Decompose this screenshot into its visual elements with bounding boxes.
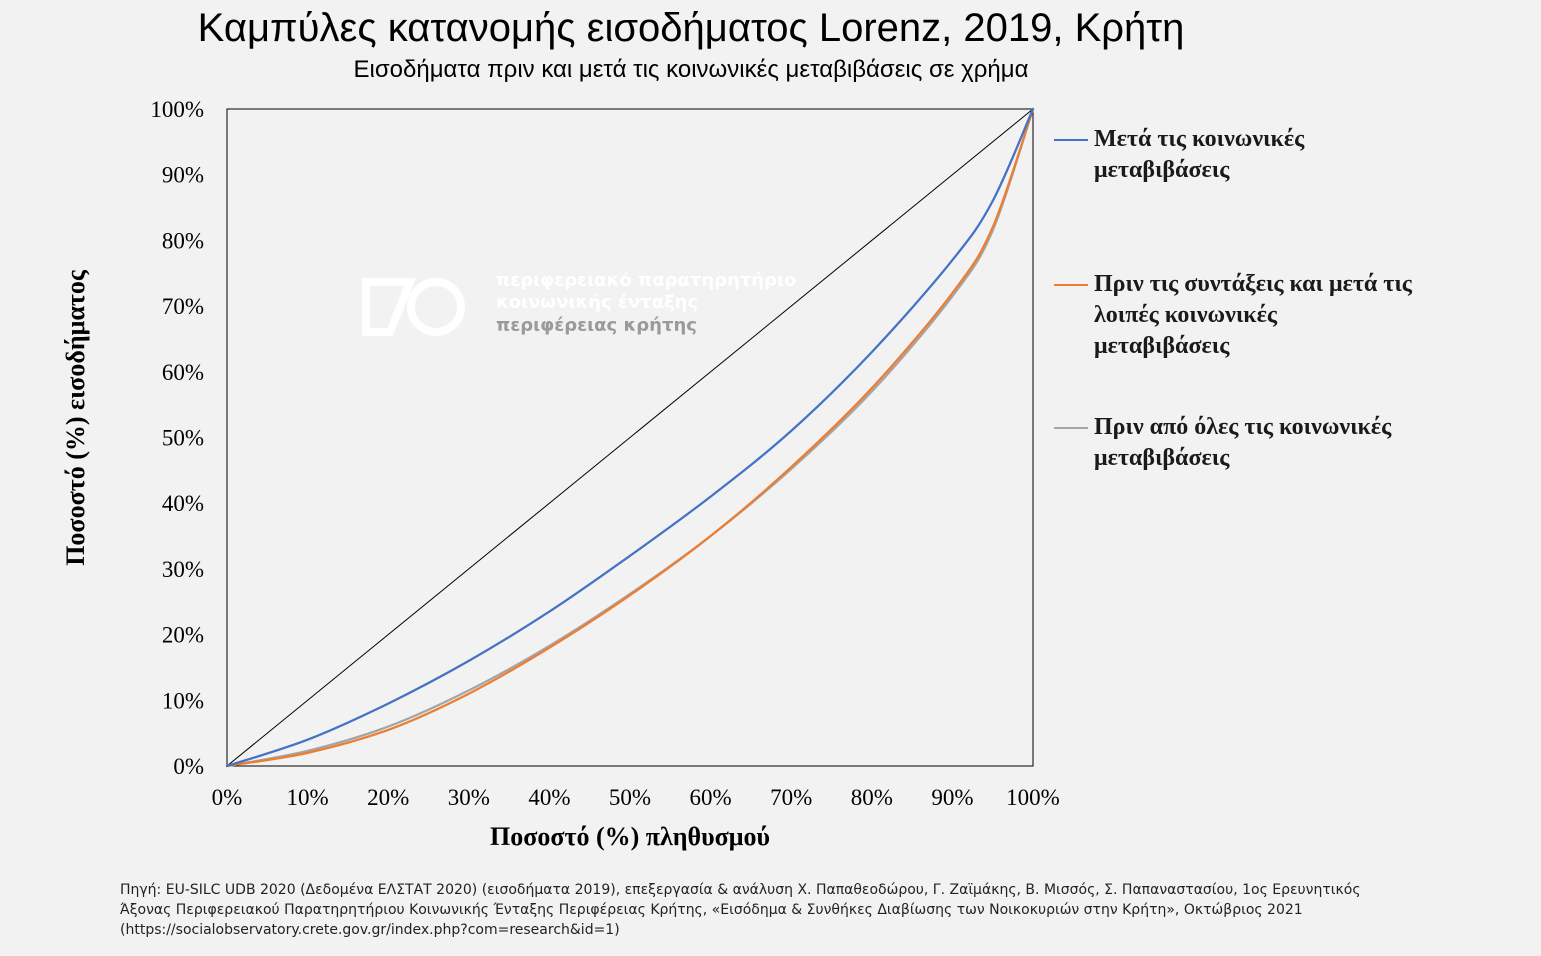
y-axis-label: Ποσοστό (%) εισοδήματος [61,270,90,566]
y-tick-label: 50% [162,426,204,451]
x-tick-label: 40% [528,785,570,810]
watermark-line-3: περιφέρειας κρήτης [496,315,697,336]
legend-swatch-blue [1054,139,1088,141]
chart-title: Καμπύλες κατανομής εισοδήματος Lorenz, 2… [197,6,1185,50]
watermark-line-1: περιφερειακό παρατηρητήριο [496,270,797,291]
legend-swatch-grey [1054,427,1088,429]
y-tick-label: 40% [162,491,204,516]
y-tick-label: 80% [162,228,204,253]
x-tick-label: 70% [770,785,812,810]
legend-label: Πριν από όλες τις κοινωνικές μεταβιβάσει… [1094,414,1392,471]
y-tick-label: 30% [162,557,204,582]
x-tick-label: 10% [287,785,329,810]
y-tick-label: 60% [162,360,204,385]
x-tick-label: 0% [212,785,243,810]
x-tick-label: 50% [609,785,651,810]
y-tick-label: 10% [162,688,204,713]
x-tick-label: 60% [690,785,732,810]
x-tick-label: 30% [448,785,490,810]
y-tick-label: 100% [150,97,204,122]
y-tick-label: 0% [173,754,204,779]
x-tick-label: 90% [931,785,973,810]
x-tick-label: 100% [1006,785,1060,810]
y-tick-label: 20% [162,623,204,648]
equality-line [226,108,1034,767]
legend-label: Πριν τις συντάξεις και μετά τις λοιπές κ… [1094,271,1412,359]
legend-label: Μετά τις κοινωνικές μεταβιβάσεις [1094,126,1305,183]
y-tick-label: 90% [162,163,204,188]
series-line-after-transfers [225,107,1035,768]
observatory-logo-icon [362,278,465,336]
x-tick-label: 80% [851,785,893,810]
source-note: Πηγή: EU-SILC UDB 2020 (Δεδομένα ΕΛΣΤΑΤ … [120,882,1361,938]
watermark-line-2: κοινωνικής ένταξης [496,292,699,313]
chart-subtitle: Εισοδήματα πριν και μετά τις κοινωνικές … [353,56,1029,83]
x-axis-label: Ποσοστό (%) πληθυσμού [489,822,771,851]
y-tick-label: 70% [162,294,204,319]
x-tick-label: 20% [367,785,409,810]
series-line-before-pensions [225,107,1035,768]
legend-swatch-orange [1054,284,1088,286]
